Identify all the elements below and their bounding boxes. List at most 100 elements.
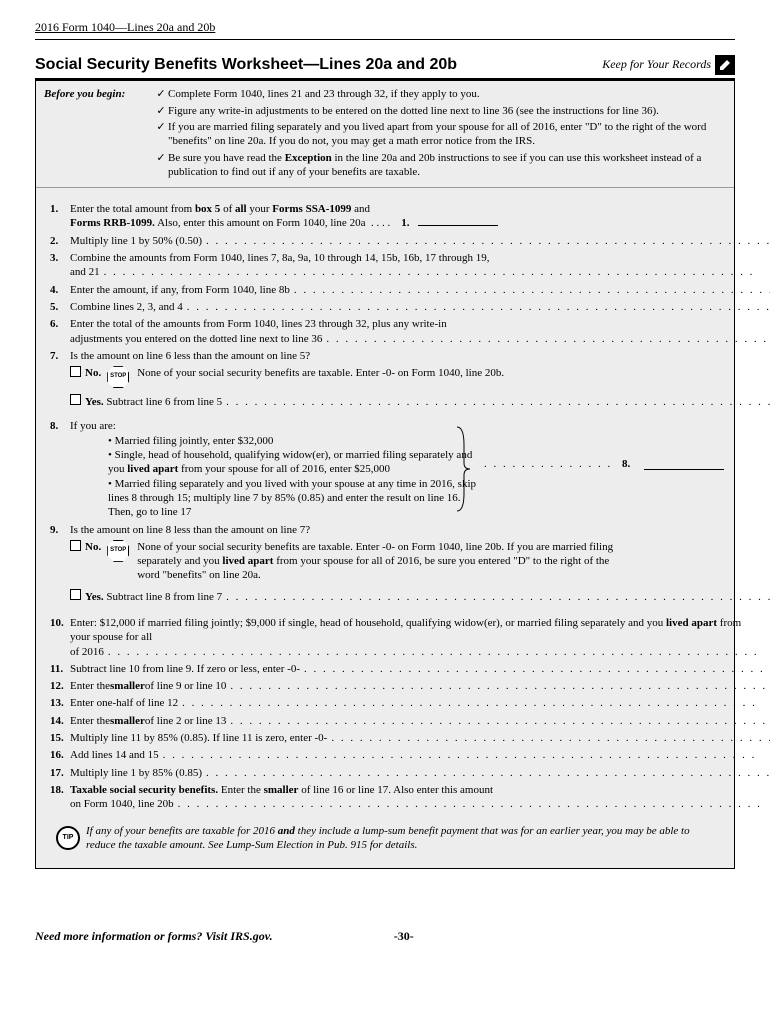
line-number: 16.	[44, 748, 70, 762]
line-12: 12. Enter the smaller of line 9 or line …	[44, 679, 726, 693]
line-text: Subtract line 10 from line 9. If zero or…	[70, 662, 770, 676]
line-number: 6.	[44, 317, 70, 331]
line-number: 7.	[44, 349, 70, 363]
line-text: Multiply line 1 by 50% (0.50) . . . . . …	[70, 234, 770, 248]
line-9: 9. Is the amount on line 8 less than the…	[44, 523, 726, 537]
line-text: Is the amount on line 6 less than the am…	[70, 349, 616, 363]
line-number: 8.	[44, 419, 70, 433]
line-4: 4. Enter the amount, if any, from Form 1…	[44, 283, 726, 297]
footer-left: Need more information or forms? Visit IR…	[35, 929, 273, 945]
checkbox-no[interactable]	[70, 366, 81, 377]
dot-leader: . . . . . . . . . . . . . . . . . . . . …	[300, 662, 770, 676]
line-text: Yes. Subtract line 6 from line 5 . . . .…	[70, 394, 770, 409]
line-2: 2. Multiply line 1 by 50% (0.50) . . . .…	[44, 234, 726, 248]
result-num: 1.	[401, 217, 409, 229]
no-text: None of your social security benefits ar…	[137, 366, 616, 380]
title-row: Social Security Benefits Worksheet—Lines…	[35, 55, 735, 81]
line-number: 5.	[44, 300, 70, 314]
line-text: Yes. Subtract line 8 from line 7 . . . .…	[70, 589, 770, 604]
footer: Need more information or forms? Visit IR…	[35, 929, 735, 945]
line-5: 5. Combine lines 2, 3, and 4 . . . . . .…	[44, 300, 726, 314]
line-number: 18.	[44, 783, 70, 797]
tip-text: If any of your benefits are taxable for …	[86, 824, 714, 853]
check-icon: ✓	[154, 104, 168, 118]
line-number: 15.	[44, 731, 70, 745]
line-number: 4.	[44, 283, 70, 297]
dot-leader: . . . . . . . . . . . . . .	[484, 457, 614, 471]
line-10: 10. Enter: $12,000 if married filing joi…	[44, 616, 726, 659]
dot-leader: . . . . . . . . . . . . . . . . . . . . …	[222, 395, 770, 409]
line-text: Multiply line 11 by 85% (0.85). If line …	[70, 731, 770, 745]
entry-blank[interactable]	[418, 225, 498, 226]
line-7-yes: Yes. Subtract line 6 from line 5 . . . .…	[44, 394, 726, 409]
check-item: ✓Figure any write-in adjustments to be e…	[154, 104, 726, 118]
line-number: 9.	[44, 523, 70, 537]
dot-leader: . . . . . . . . . . . . . . . . . . . . …	[226, 714, 770, 728]
stop-icon: STOP	[107, 540, 129, 562]
worksheet-box: Before you begin: ✓Complete Form 1040, l…	[35, 80, 735, 869]
dot-leader: . . . . . . . . . . . . . . . . . . . . …	[178, 696, 762, 710]
before-begin-section: Before you begin: ✓Complete Form 1040, l…	[36, 81, 734, 188]
check-item: ✓Be sure you have read the Exception in …	[154, 151, 726, 180]
brace-icon	[454, 425, 472, 513]
stop-icon: STOP	[107, 366, 129, 388]
result-num: 10.	[766, 645, 770, 659]
before-begin-items: ✓Complete Form 1040, lines 21 and 23 thr…	[154, 87, 726, 181]
check-icon: ✓	[154, 120, 168, 149]
line-7-no: No. STOP None of your social security be…	[70, 366, 726, 388]
dot-leader: . . . . . . . . . . . . . . . . . . . . …	[183, 300, 770, 314]
line-text: Enter the smaller of line 2 or line 13. …	[70, 714, 770, 728]
line-text: Combine the amounts from Form 1040, line…	[70, 251, 760, 280]
line-text: Taxable social security benefits. Enter …	[70, 783, 769, 812]
check-text: Complete Form 1040, lines 21 and 23 thro…	[168, 87, 480, 101]
dot-leader: . . . . . . . . . . . . . . . . . . . . …	[202, 234, 770, 248]
tip-icon: TIP	[56, 826, 80, 850]
line-number: 14.	[44, 714, 70, 728]
line-text: Is the amount on line 8 less than the am…	[70, 523, 616, 537]
no-text: None of your social security benefits ar…	[137, 540, 616, 583]
check-item: ✓Complete Form 1040, lines 21 and 23 thr…	[154, 87, 726, 101]
entry-blank[interactable]	[644, 457, 724, 470]
line-number: 2.	[44, 234, 70, 248]
dot-leader: . . . . . . . . . . . . . . . . . . . . …	[226, 679, 770, 693]
no-label: No.	[85, 366, 101, 380]
before-begin-label: Before you begin:	[44, 87, 154, 181]
dot-leader: . . . . . . . . . . . . . . . . . . . . …	[222, 590, 770, 604]
dot-leader: . . . . . . . . . . . . . . . . . . . . …	[322, 332, 770, 346]
line-text: Multiply line 1 by 85% (0.85). . . . . .…	[70, 766, 770, 780]
worksheet-title: Social Security Benefits Worksheet—Lines…	[35, 55, 457, 76]
line-text: Enter the total amount from box 5 of all…	[70, 202, 616, 231]
dot-leader: . . . . . . . . . . . . . . . . . . . . …	[100, 265, 755, 279]
result-num: 16.	[765, 748, 770, 762]
line-7: 7. Is the amount on line 6 less than the…	[44, 349, 726, 363]
check-text: If you are married filing separately and…	[168, 120, 726, 149]
dot-leader: . . . . . . . . . . . . . . . . . . . . …	[174, 797, 763, 811]
check-icon: ✓	[154, 87, 168, 101]
line-9-yes: Yes. Subtract line 8 from line 7 . . . .…	[44, 589, 726, 604]
checkbox-no[interactable]	[70, 540, 81, 551]
result-num: 8.	[622, 457, 630, 471]
line-number: 11.	[44, 662, 70, 676]
result-num: 3.	[760, 265, 770, 279]
line-number: 17.	[44, 766, 70, 780]
line-text: Enter the amount, if any, from Form 1040…	[70, 283, 770, 297]
dot-leader: . . . . . . . . . . . . . . . . . . . . …	[202, 766, 770, 780]
line-18: 18. Taxable social security benefits. En…	[44, 783, 726, 812]
check-item: ✓If you are married filing separately an…	[154, 120, 726, 149]
line-number: 10.	[44, 616, 70, 630]
keep-records: Keep for Your Records	[602, 55, 735, 75]
check-icon: ✓	[154, 151, 168, 180]
line-8: 8. If you are: • Married filing jointly,…	[44, 419, 726, 519]
line-13: 13. Enter one-half of line 12. . . . . .…	[44, 696, 726, 710]
line-9-no: No. STOP None of your social security be…	[70, 540, 726, 583]
line-text: Add lines 14 and 15. . . . . . . . . . .…	[70, 748, 765, 762]
line-number: 3.	[44, 251, 70, 265]
checkbox-yes[interactable]	[70, 394, 81, 405]
pencil-icon	[715, 55, 735, 75]
checkbox-yes[interactable]	[70, 589, 81, 600]
check-text: Figure any write-in adjustments to be en…	[168, 104, 659, 118]
line-number: 13.	[44, 696, 70, 710]
tip-row: TIP If any of your benefits are taxable …	[44, 818, 726, 861]
dot-leader: . . . . . . . . . . . . . . . . . . . . …	[104, 645, 760, 659]
yes-label: Yes.	[85, 395, 104, 409]
